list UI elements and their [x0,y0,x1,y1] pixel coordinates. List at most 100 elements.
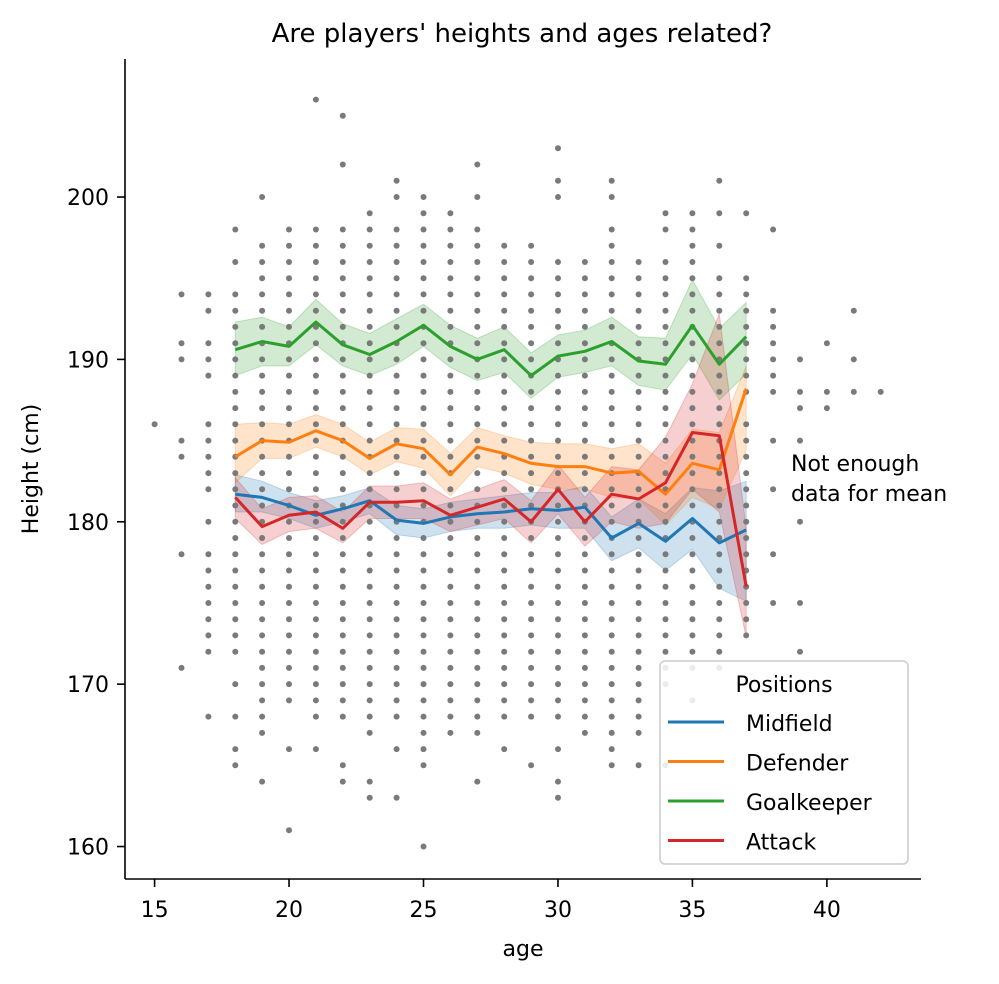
scatter-point [743,616,750,623]
scatter-point [447,307,454,314]
scatter-point [232,713,239,720]
scatter-point [447,664,454,671]
scatter-point [286,583,292,590]
scatter-point [205,340,212,347]
scatter-point [797,600,803,606]
scatter-point [366,794,373,801]
scatter-point [608,194,615,200]
scatter-point [205,437,212,444]
scatter-point [366,323,373,330]
scatter-point [339,681,346,688]
scatter-point [205,421,212,428]
scatter-point [312,648,319,655]
scatter-point [689,567,696,574]
scatter-point [743,307,750,314]
scatter-point [420,762,427,769]
scatter-point [259,323,266,330]
y-tick-label: 160 [67,836,109,861]
scatter-point [662,421,669,428]
x-ticks: 15 20 25 30 35 40 [141,879,841,923]
scatter-point [286,746,292,753]
scatter-point [501,259,508,265]
scatter-point [420,583,427,590]
scatter-point [420,388,427,395]
scatter-point [474,664,481,671]
scatter-point [608,762,615,769]
scatter-point [501,600,508,606]
scatter-point [474,600,481,606]
series-line-attack [234,431,748,587]
scatter-point [555,470,561,477]
y-tick-label: 180 [67,511,109,536]
scatter-point [581,340,588,347]
scatter-point [339,762,346,769]
y-tick-label: 190 [67,348,109,373]
scatter-point [581,632,588,639]
scatter-point [474,161,481,168]
scatter-point [608,681,615,688]
scatter-point [232,551,239,558]
scatter-point [528,275,535,282]
scatter-point [635,453,642,460]
scatter-point [312,551,319,558]
scatter-point [286,697,292,704]
scatter-point [312,291,319,298]
scatter-point [232,681,239,688]
scatter-point [420,210,427,217]
scatter-point [662,388,669,395]
scatter-point [420,697,427,704]
scatter-point [501,616,508,623]
scatter-point [420,664,427,671]
scatter-point [555,145,561,152]
scatter-point [743,210,750,217]
scatter-point [420,729,427,736]
scatter-point [716,291,723,298]
scatter-point [501,713,508,720]
scatter-point [420,470,427,477]
scatter-point [447,567,454,574]
scatter-point [770,388,777,395]
scatter-point [366,405,373,412]
scatter-point [501,746,508,753]
scatter-point [555,388,561,395]
scatter-point [716,340,723,347]
scatter-point [555,778,561,785]
scatter-point [770,486,777,493]
scatter-point [286,356,292,363]
scatter-point [366,470,373,477]
scatter-point [232,421,239,428]
scatter-point [528,259,535,265]
scatter-point [501,486,508,493]
scatter-point [312,567,319,574]
scatter-point [393,372,400,379]
scatter-point [501,535,508,541]
scatter-point [312,275,319,282]
scatter-point [555,502,561,509]
scatter-point [635,437,642,444]
scatter-point [393,681,400,688]
scatter-point [501,291,508,298]
scatter-point [689,583,696,590]
scatter-point [232,762,239,769]
scatter-point [420,259,427,265]
scatter-point [178,664,185,671]
y-axis-label: Height (cm) [19,404,44,534]
scatter-point [823,340,830,347]
scatter-point [743,356,750,363]
scatter-point [312,453,319,460]
scatter-point [420,275,427,282]
annotation-line-1: Not enough [791,452,919,477]
scatter-point [366,648,373,655]
scatter-point [339,453,346,460]
scatter-point [528,632,535,639]
scatter-point [608,486,615,493]
scatter-point [312,356,319,363]
scatter-point [420,340,427,347]
scatter-point [366,437,373,444]
scatter-point [581,323,588,330]
scatter-point [259,405,266,412]
scatter-point [528,551,535,558]
scatter-point [339,405,346,412]
scatter-point [178,340,185,347]
scatter-point [339,275,346,282]
